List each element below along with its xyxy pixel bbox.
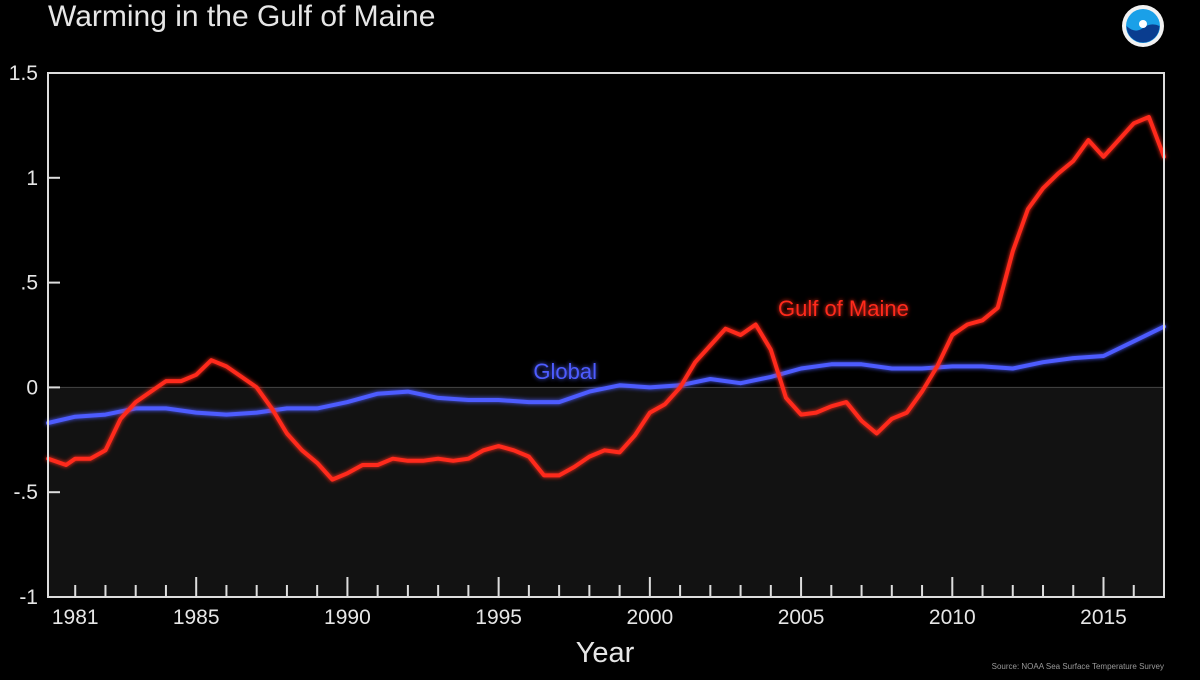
series-label-global: Global <box>533 359 597 384</box>
series-label-gulf-of-maine: Gulf of Maine <box>778 296 909 321</box>
x-tick-label: 1985 <box>173 606 220 629</box>
x-tick-label: 1981 <box>52 606 99 629</box>
x-tick-label: 2005 <box>778 606 825 629</box>
noaa-logo-icon <box>1122 5 1164 47</box>
y-tick-label: -1 <box>19 586 38 609</box>
tick-layer: 1981 1985 1990 1995 2000 2005 2010 20151.51.50-… <box>9 62 1165 629</box>
x-tick-label: 2010 <box>929 606 976 629</box>
source-note: Source: NOAA Sea Surface Temperature Sur… <box>991 662 1164 671</box>
chart-title: Warming in the Gulf of Maine <box>48 0 436 33</box>
y-tick-label: 1 <box>26 167 38 190</box>
x-axis-label: Year <box>576 637 635 669</box>
x-tick-label: 1990 <box>324 606 371 629</box>
y-tick-label: 1.5 <box>9 62 38 85</box>
series-layer: Gulf of Maine Global <box>46 115 1166 482</box>
plot-background-below-zero <box>48 387 1164 597</box>
x-tick-label: 1995 <box>475 606 522 629</box>
x-tick-label: 2015 <box>1080 606 1127 629</box>
y-tick-label: 0 <box>26 376 38 399</box>
plot-frame <box>47 72 1165 598</box>
y-tick-label: .5 <box>20 272 38 295</box>
y-tick-label: -.5 <box>13 481 38 504</box>
x-tick-label: 2000 <box>626 606 673 629</box>
series-line-global <box>46 324 1166 425</box>
series-line-gulf-of-maine <box>46 115 1166 482</box>
